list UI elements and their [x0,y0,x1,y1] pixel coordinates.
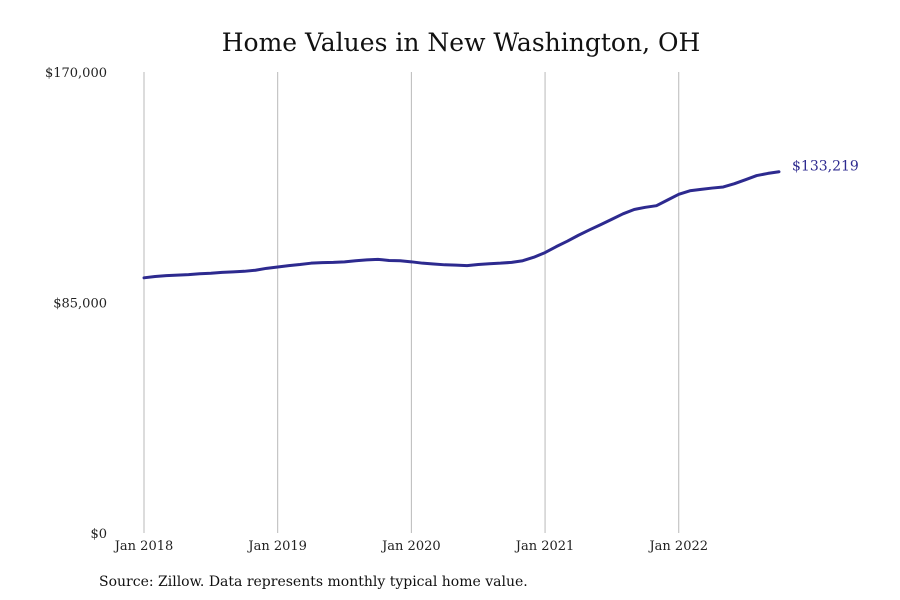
y-tick-label: $85,000 [53,297,107,312]
chart-title: Home Values in New Washington, OH [222,28,701,57]
home-value-series-line [142,170,781,280]
x-tick-label: Jan 2022 [647,539,708,554]
y-tick-labels: $0 $85,000 $170,000 [45,66,107,542]
y-tick-label: $170,000 [45,66,107,81]
x-tick-label: Jan 2021 [514,539,575,554]
x-tick-labels: Jan 2018 Jan 2019 Jan 2020 Jan 2021 Jan 2022 [113,539,708,554]
gridlines [143,72,680,533]
x-tick-label: Jan 2018 [113,539,174,554]
series-end-value-label: $133,219 [792,159,859,175]
y-tick-label: $0 [90,527,107,542]
x-tick-label: Jan 2020 [380,539,441,554]
x-tick-label: Jan 2019 [246,539,307,554]
source-note: Source: Zillow. Data represents monthly … [99,574,528,590]
